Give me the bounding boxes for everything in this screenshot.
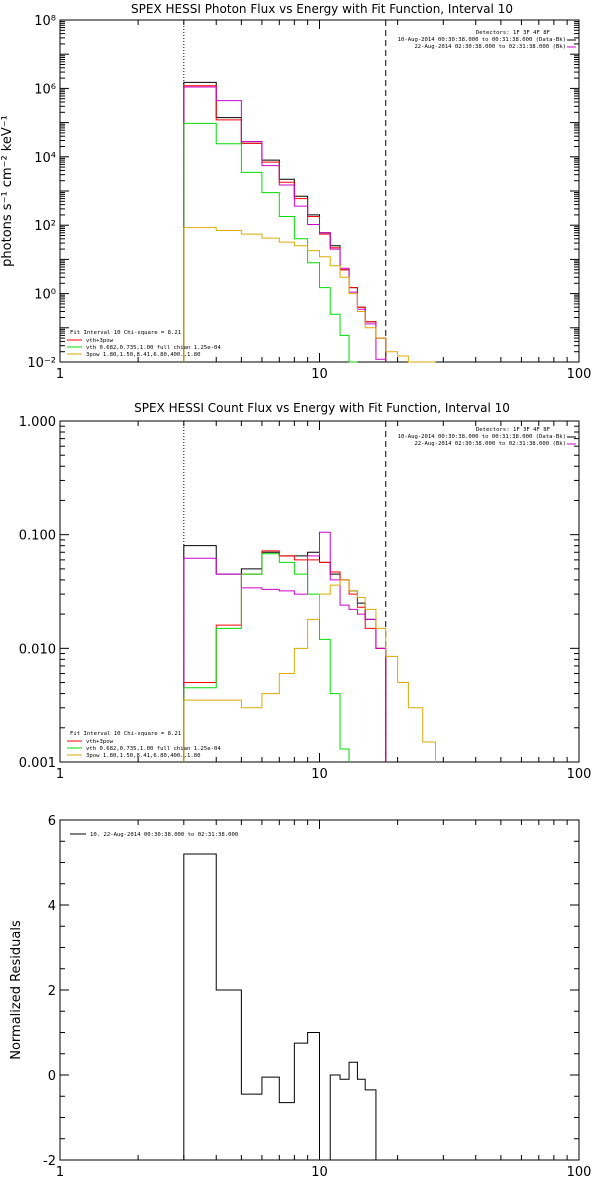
residuals-x-tick-label: 1 [56, 1165, 64, 1180]
photon-y-tick-label: 10² [34, 219, 56, 234]
residuals-y-tick-label: 0 [48, 1069, 56, 1084]
photon-series-4-line [184, 228, 436, 362]
photon-series-group [184, 82, 436, 362]
count-legend-fit-header: Fit Interval 10 Chi-square = 8.21 [70, 731, 181, 737]
count-legend-data-interval: 10-Aug-2014 00:30:38.000 to 00:31:38.000… [398, 434, 566, 440]
count-series-4-line [184, 580, 436, 762]
residuals-y-tick-label: 6 [48, 814, 56, 829]
photon-legend-detectors: Detectors: 1F 3F 4F 8F [476, 30, 551, 36]
photon-x-tick-label: 100 [567, 367, 592, 382]
count-series-3-line [184, 554, 349, 762]
photon-legend-fit: Fit Interval 10 Chi-square = 8.21 vth+3p… [67, 330, 221, 358]
residuals-series-group [184, 854, 376, 1160]
count-plot-frame [60, 421, 579, 762]
photon-legend-fit-3pow: 3pow 1.80,1.50,8.41,6.80,400.,1.80 [86, 352, 201, 358]
count-series-0-line [184, 546, 386, 762]
residuals-legend: 10. 22-Aug-2014 00:30:38.000 to 02:31:38… [70, 832, 238, 838]
count-panel-title: SPEX HESSI Count Flux vs Energy with Fit… [134, 401, 510, 415]
residuals-panel: -2 0 2 4 6 1 10 100 Normalized Residuals 10. 2… [9, 814, 591, 1180]
photon-series-1-line [184, 86, 386, 362]
photon-threshold-lines [184, 20, 386, 362]
residuals-legend-label: 10. 22-Aug-2014 00:30:38.000 to 02:31:38… [90, 832, 238, 838]
count-x-tick-label: 100 [567, 767, 592, 782]
residuals-x-tick-label: 100 [567, 1165, 592, 1180]
residuals-x-ticks: 1 10 100 [56, 820, 592, 1180]
photon-legend-fit-header: Fit Interval 10 Chi-square = 8.21 [70, 330, 181, 336]
count-series-2-line [184, 532, 386, 762]
photon-y-tick-label: 10⁸ [34, 14, 56, 29]
photon-y-tick-label: 10⁰ [34, 288, 56, 303]
count-legend-detectors: Detectors: 1F 3F 4F 8F [476, 427, 551, 433]
photon-plot-frame [60, 20, 579, 362]
photon-y-axis-label: photons s⁻¹ cm⁻² keV⁻¹ [0, 115, 15, 267]
residuals-y-tick-label: 2 [48, 984, 56, 999]
count-legend-fit-vth: vth 0.682,0.735,1.00 full chian 1.25e-04 [86, 746, 221, 752]
count-threshold-lines [184, 421, 386, 762]
photon-legend-fit-vth: vth 0.682,0.735,1.00 full chian 1.25e-04 [86, 345, 221, 351]
photon-legend-bk-interval: 22-Aug-2014 02:30:38.000 to 02:31:38.000… [414, 44, 566, 50]
count-legend-top: Detectors: 1F 3F 4F 8F 10-Aug-2014 00:30… [398, 427, 576, 447]
count-x-ticks: 1 10 100 [56, 421, 592, 782]
photon-series-3-line [184, 123, 358, 362]
count-series-group [184, 532, 436, 762]
count-legend-fit-3pow: 3pow 1.80,1.50,8.41,6.80,400.,1.80 [86, 753, 201, 759]
count-legend-bk-interval: 22-Aug-2014 02:30:38.000 to 02:31:38.000… [414, 441, 566, 447]
count-y-ticks: 0.001 0.010 0.100 1.000 [19, 415, 579, 771]
count-legend-fit: Fit Interval 10 Chi-square = 8.21 vth+3p… [67, 731, 221, 759]
photon-y-tick-label: 10⁶ [34, 82, 56, 97]
count-y-tick-label: 0.010 [19, 642, 56, 657]
photon-legend-fit-total: vth+3pow [86, 338, 114, 344]
photon-series-2-line [184, 87, 386, 362]
count-y-tick-label: 0.001 [19, 756, 56, 771]
photon-legend-top: Detectors: 1F 3F 4F 8F 10-Aug-2014 00:30… [398, 30, 576, 50]
count-y-tick-label: 1.000 [19, 415, 56, 430]
photon-panel-title: SPEX HESSI Photon Flux vs Energy with Fi… [131, 2, 513, 16]
photon-y-tick-label: 10⁴ [34, 151, 56, 166]
photon-x-ticks: 1 10 100 [56, 20, 592, 382]
count-x-tick-label: 1 [56, 767, 64, 782]
residuals-y-tick-label: -2 [43, 1154, 56, 1169]
photon-legend-data-interval: 10-Aug-2014 00:30:38.000 to 00:31:38.000… [398, 37, 566, 43]
count-y-tick-label: 0.100 [19, 529, 56, 544]
photon-flux-panel: SPEX HESSI Photon Flux vs Energy with Fi… [0, 2, 591, 382]
photon-series-0-line [184, 82, 386, 362]
residuals-y-ticks: -2 0 2 4 6 [43, 814, 579, 1169]
residuals-x-tick-label: 10 [311, 1165, 328, 1180]
residuals-line [184, 854, 376, 1160]
photon-x-tick-label: 1 [56, 367, 64, 382]
photon-y-ticks: 10⁻² 10⁰ 10² 10⁴ 10⁶ 10⁸ [27, 14, 579, 371]
photon-x-tick-label: 10 [311, 367, 328, 382]
photon-y-tick-label: 10⁻² [27, 356, 56, 371]
count-legend-fit-total: vth+3pow [86, 739, 114, 745]
count-x-tick-label: 10 [311, 767, 328, 782]
count-flux-panel: SPEX HESSI Count Flux vs Energy with Fit… [19, 401, 592, 782]
residuals-y-tick-label: 4 [48, 899, 56, 914]
residuals-y-axis-label: Normalized Residuals [9, 920, 24, 1060]
count-series-1-line [184, 551, 386, 762]
